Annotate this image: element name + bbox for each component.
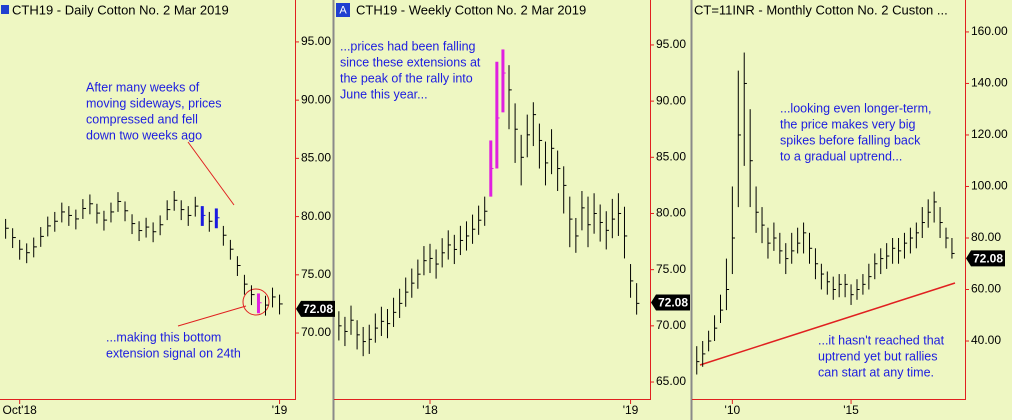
y-tick-label: 100.00	[971, 179, 1008, 193]
x-tick-label: '18	[422, 403, 438, 417]
x-tick-label: Oct'18	[3, 403, 38, 417]
annotation: compressed and fell	[86, 112, 198, 126]
y-tick-label: 140.00	[971, 76, 1008, 90]
annotation: After many weeks of	[86, 80, 200, 94]
annotation: ...making this bottom	[106, 330, 221, 344]
annotation: down two weeks ago	[86, 128, 202, 142]
annotation: moving sideways, prices	[86, 96, 221, 110]
y-tick-label: 75.00	[656, 262, 686, 276]
y-tick-label: 70.00	[656, 318, 686, 332]
highlight-circle	[242, 288, 270, 316]
x-tick-label: '19	[623, 403, 639, 417]
annotation: June this year...	[340, 87, 428, 101]
y-tick-label: 95.00	[301, 34, 331, 48]
y-tick-label: 95.00	[656, 37, 686, 51]
y-tick-label: 75.00	[301, 267, 331, 281]
y-tick-label: 65.00	[656, 374, 686, 388]
price-tag: 72.08	[303, 302, 333, 316]
y-tick-label: 60.00	[971, 282, 1001, 296]
trend-line	[699, 282, 956, 366]
annotation: can start at any time.	[818, 365, 934, 379]
y-tick-label: 120.00	[971, 127, 1008, 141]
pointer-line	[187, 141, 235, 206]
y-tick-label: 70.00	[301, 325, 331, 339]
price-tag: 72.08	[973, 252, 1003, 266]
annotation: since these extensions at	[340, 55, 481, 69]
price-tag: 72.08	[658, 296, 688, 310]
price-tag-bg	[296, 300, 335, 317]
price-tag-bg	[966, 250, 1005, 267]
y-tick-label: 80.00	[971, 230, 1001, 244]
y-tick-label: 85.00	[301, 151, 331, 165]
annotation: uptrend yet but rallies	[818, 349, 938, 363]
annotation: the peak of the rally into	[340, 71, 473, 85]
annotation: extension signal on 24th	[106, 346, 241, 360]
annotation: the price makes very big	[780, 117, 916, 131]
chart-title: CT=11INR - Monthly Cotton No. 2 Custon .…	[694, 2, 948, 17]
badge-bg	[336, 3, 350, 17]
annotation: ...prices had been falling	[340, 39, 476, 53]
y-tick-label: 90.00	[301, 92, 331, 106]
y-tick-label: 80.00	[656, 206, 686, 220]
badge: A	[339, 4, 347, 16]
chart-title: CTH19 - Weekly Cotton No. 2 Mar 2019	[356, 2, 586, 17]
y-tick-label: 85.00	[656, 149, 686, 163]
annotation: spikes before falling back	[780, 133, 921, 147]
annotation: to a gradual uptrend...	[780, 149, 902, 163]
x-tick-label: '15	[843, 403, 859, 417]
y-tick-label: 40.00	[971, 333, 1001, 347]
y-tick-label: 90.00	[656, 93, 686, 107]
pointer-line	[177, 305, 247, 327]
x-tick-label: '10	[725, 403, 741, 417]
y-tick-label: 80.00	[301, 209, 331, 223]
x-tick-label: '19	[272, 403, 288, 417]
title-icon	[1, 5, 9, 14]
price-tag-bg	[651, 294, 690, 311]
annotation: ...looking even longer-term,	[780, 101, 931, 115]
chart-title: CTH19 - Daily Cotton No. 2 Mar 2019	[12, 2, 229, 17]
annotation: ...it hasn't reached that	[818, 333, 945, 347]
y-tick-label: 160.00	[971, 24, 1008, 38]
